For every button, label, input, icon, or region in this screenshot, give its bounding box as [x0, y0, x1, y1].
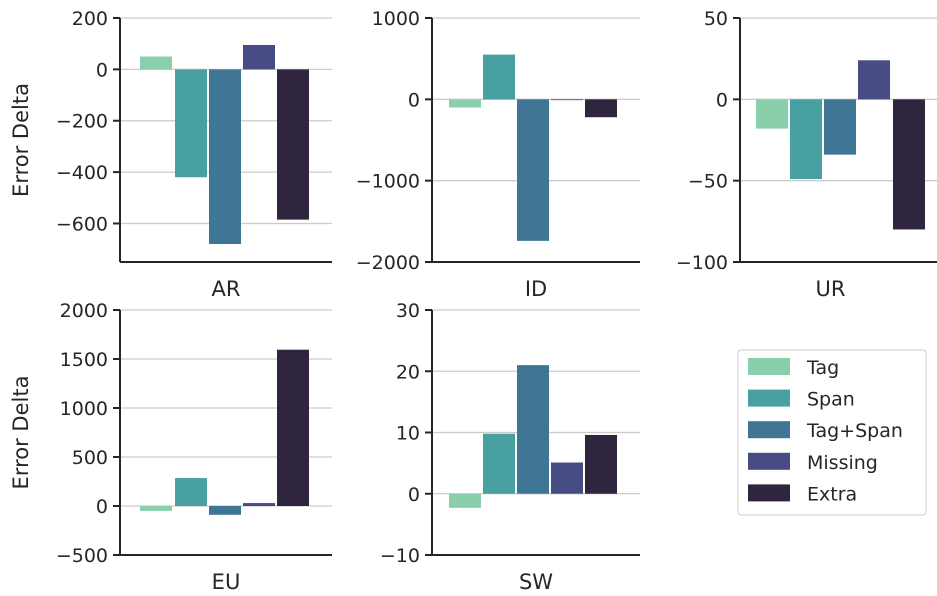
- bar-span: [483, 433, 515, 494]
- panel-ar: 200 0 −200 −400 −600 AR Error Delta: [9, 8, 332, 301]
- bar-span: [483, 54, 515, 100]
- y-tick-label: 2000: [60, 300, 108, 322]
- y-tick-label: −50: [688, 171, 728, 193]
- y-tick-label: 200: [72, 8, 108, 30]
- bar-tag-span: [209, 506, 241, 515]
- legend-swatch: [748, 421, 790, 439]
- legend-items: Tag Span Tag+Span Missing Extra: [748, 357, 903, 505]
- bar-tag: [140, 56, 172, 70]
- y-tick-label: 0: [716, 89, 728, 111]
- bar-tag: [449, 99, 481, 108]
- bar-tag: [140, 506, 172, 511]
- bar-span: [790, 99, 822, 180]
- bar-missing: [243, 44, 275, 70]
- y-tick-label: 500: [72, 447, 108, 469]
- bar-missing: [551, 462, 583, 494]
- legend-swatch: [748, 452, 790, 470]
- y-tick-label: 20: [396, 361, 420, 383]
- y-axis-label: Error Delta: [9, 83, 33, 197]
- panel-sw: 30 20 10 0 −10 SW: [380, 300, 640, 594]
- y-tick-label: 1000: [60, 398, 108, 420]
- bar-tag: [449, 493, 481, 508]
- y-tick-label: 1500: [60, 349, 108, 371]
- y-tick-label: −500: [56, 545, 108, 567]
- bar-extra: [585, 99, 617, 118]
- y-axis-label: Error Delta: [9, 376, 33, 490]
- bar-tag-span: [517, 99, 549, 241]
- legend-item-span: Span: [748, 389, 855, 411]
- y-tick-label: −2000: [356, 252, 420, 274]
- bar-extra: [277, 69, 309, 220]
- y-tick-label: 0: [96, 496, 108, 518]
- x-axis-label: AR: [212, 277, 241, 301]
- y-tick-label: −400: [56, 162, 108, 184]
- bar-missing: [243, 503, 275, 506]
- legend: Tag Span Tag+Span Missing Extra: [737, 349, 927, 516]
- legend-swatch: [748, 389, 790, 407]
- y-tick-label: 0: [96, 59, 108, 81]
- legend-label: Extra: [807, 483, 857, 505]
- legend-item-missing: Missing: [748, 452, 878, 474]
- bar-tag-span: [209, 69, 241, 245]
- y-tick-label: −10: [380, 545, 420, 567]
- bar-tag: [756, 99, 788, 129]
- legend-label: Missing: [807, 452, 878, 474]
- legend-item-tag: Tag: [748, 357, 839, 379]
- x-axis-label: ID: [525, 277, 547, 301]
- bar-extra: [893, 99, 925, 230]
- bar-tag-span: [824, 99, 856, 155]
- panel-id: 1000 0 −1000 −2000 ID: [356, 8, 640, 301]
- legend-item-tag-span: Tag+Span: [748, 420, 903, 442]
- bar-extra: [585, 434, 617, 494]
- bar-missing: [858, 60, 890, 100]
- bar-span: [175, 478, 207, 506]
- y-tick-label: −1000: [356, 171, 420, 193]
- y-tick-label: 50: [704, 8, 728, 30]
- bar-missing: [551, 99, 583, 101]
- legend-label: Tag+Span: [806, 420, 903, 442]
- legend-swatch: [748, 484, 790, 502]
- x-axis-label: UR: [816, 277, 846, 301]
- panel-eu: 2000 1500 1000 500 0 −500 EU Error Delta: [9, 300, 332, 594]
- y-tick-label: −600: [56, 213, 108, 235]
- bar-span: [175, 69, 207, 178]
- y-tick-label: 10: [396, 423, 420, 445]
- y-tick-label: 30: [396, 300, 420, 322]
- legend-label: Tag: [806, 357, 839, 379]
- y-tick-label: 1000: [372, 8, 420, 30]
- y-tick-label: 0: [408, 484, 420, 506]
- legend-swatch: [748, 358, 790, 375]
- bar-extra: [277, 349, 309, 506]
- legend-label: Span: [807, 389, 855, 411]
- panel-ur: 50 0 −50 −100 UR: [676, 8, 937, 301]
- y-tick-label: −200: [56, 111, 108, 133]
- legend-item-extra: Extra: [748, 483, 857, 505]
- y-tick-label: 0: [408, 89, 420, 111]
- x-axis-label: SW: [519, 570, 553, 594]
- y-tick-label: −100: [676, 252, 728, 274]
- x-axis-label: EU: [212, 570, 241, 594]
- bar-tag-span: [517, 365, 549, 494]
